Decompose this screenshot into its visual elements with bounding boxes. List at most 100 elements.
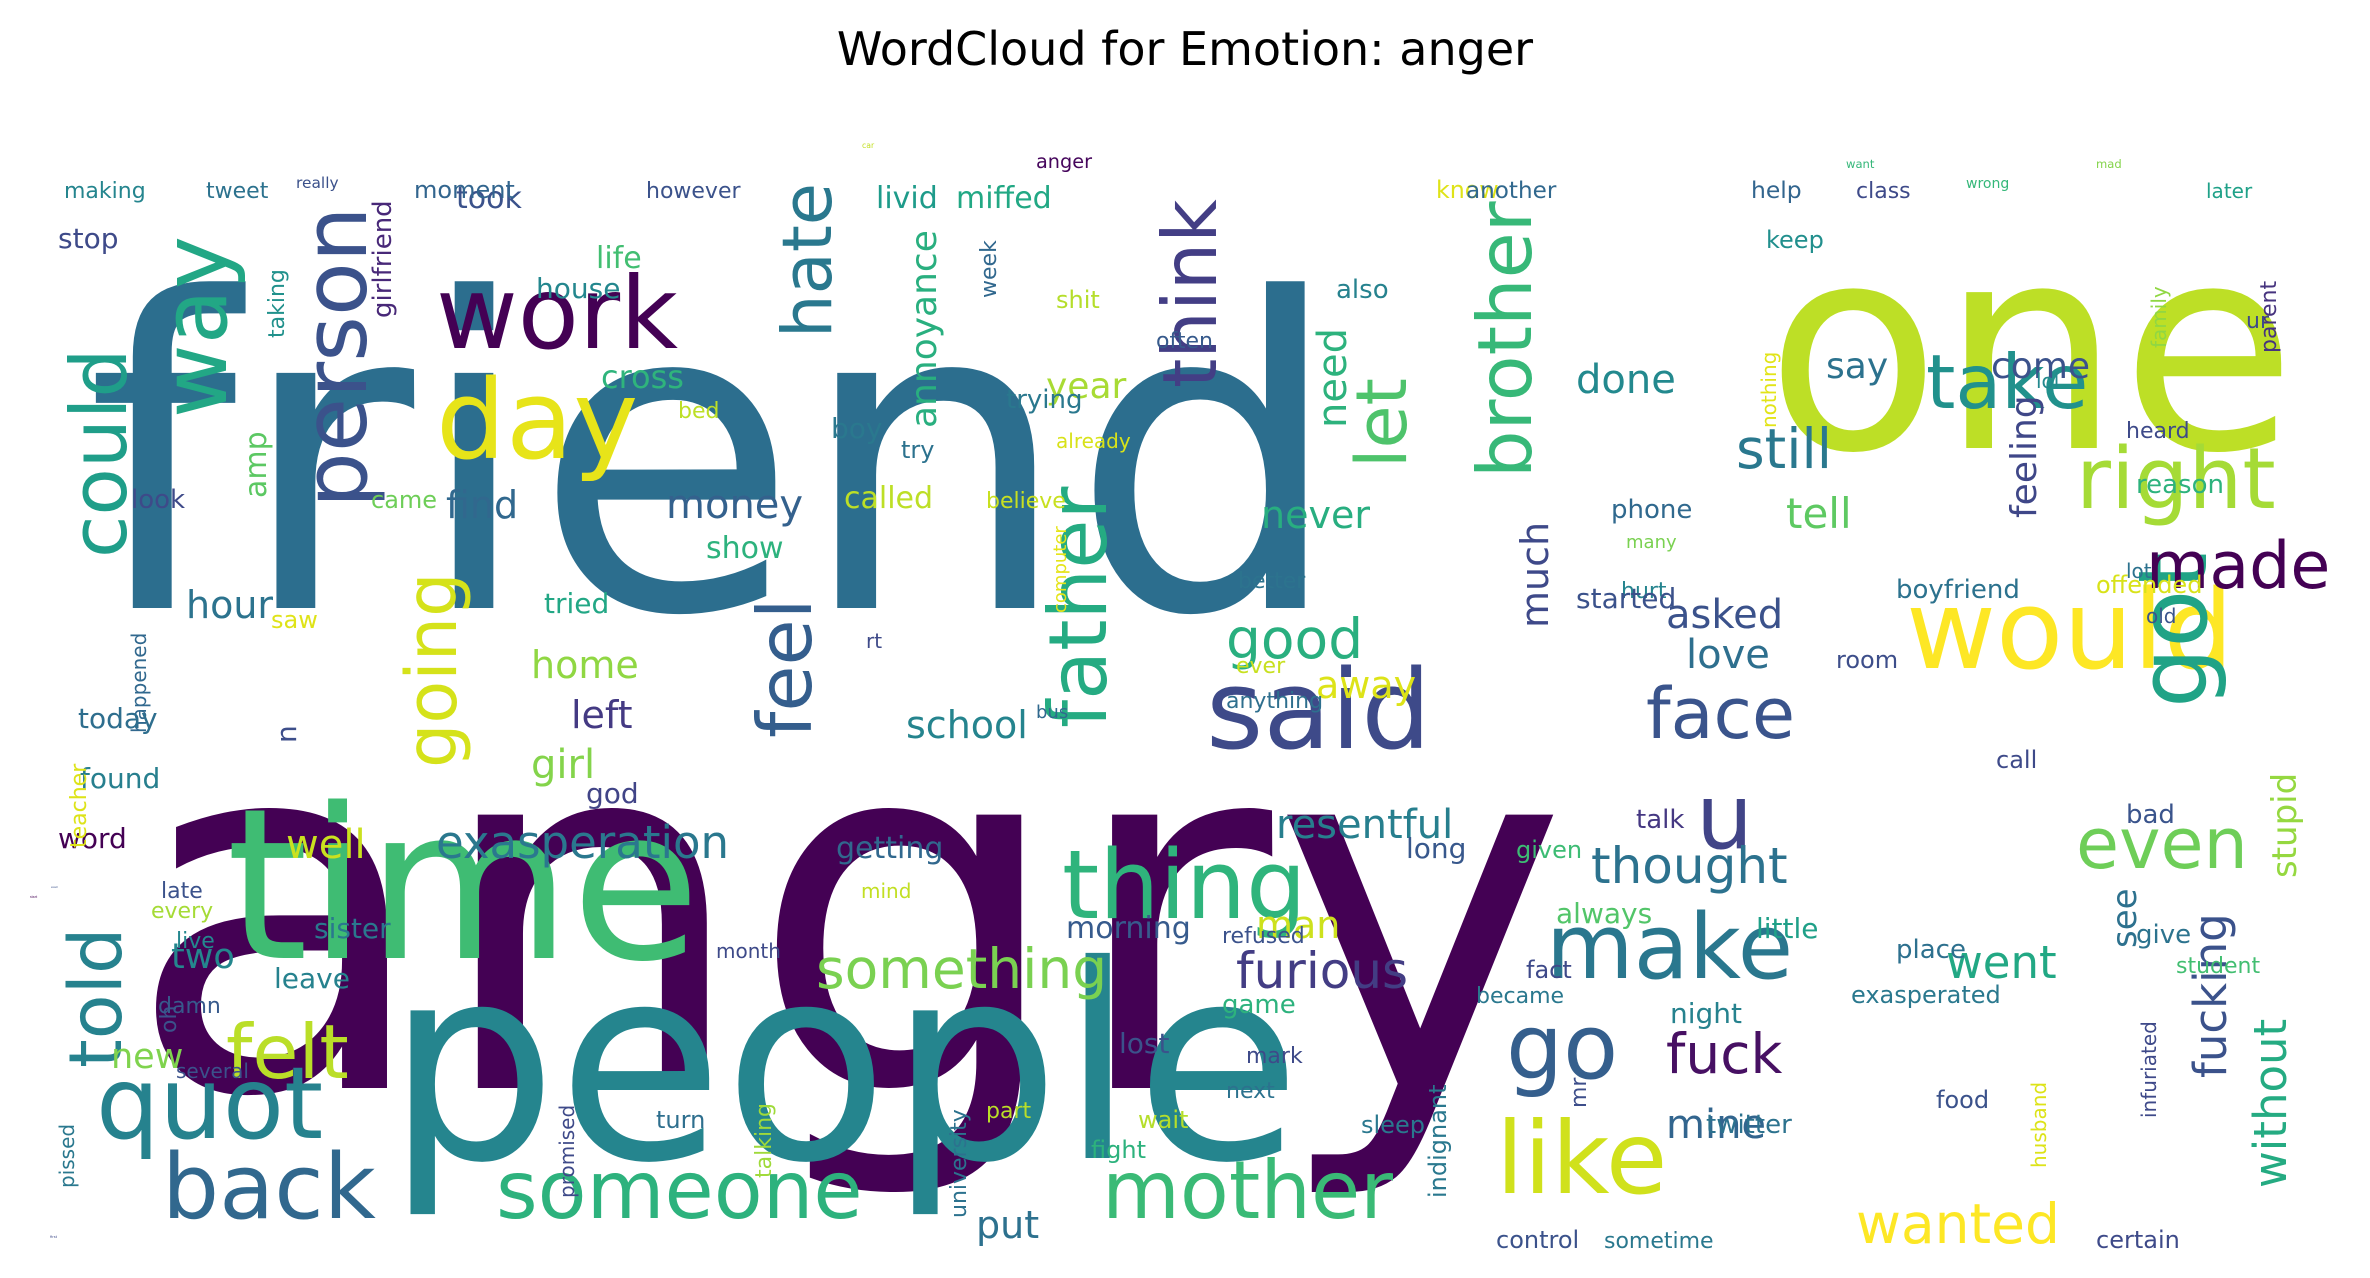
word-student: student <box>2176 954 2260 979</box>
word-girlfriend: girlfriend <box>368 200 398 318</box>
word-family: family <box>2147 286 2171 348</box>
word-called: called <box>844 481 933 516</box>
word-week: week <box>977 240 1002 298</box>
word-heard: heard <box>2126 419 2190 444</box>
word-anger: anger <box>1036 150 1092 173</box>
word-offended: offended <box>2096 571 2202 599</box>
word-house: house <box>536 272 620 305</box>
word-find: find <box>446 483 518 527</box>
word-mine: mine <box>1666 1102 1766 1148</box>
word-left: left <box>571 693 633 737</box>
word-next: next <box>1226 1079 1275 1104</box>
word-tell: tell <box>1786 489 1852 538</box>
word-today: today <box>78 702 158 735</box>
word-talking: talking <box>752 1103 777 1178</box>
word-quot: quot <box>96 1045 323 1162</box>
word-friend: friend <box>86 210 1344 710</box>
word-put: put <box>976 1203 1039 1247</box>
word-two: two <box>171 937 235 977</box>
word-never: never <box>1261 493 1370 537</box>
word-promised: promised <box>555 1105 579 1198</box>
word-give: give <box>2136 920 2191 950</box>
word-took: took <box>456 181 522 216</box>
word-see: see <box>2105 888 2145 948</box>
word-person: person <box>284 206 387 508</box>
word-place: place <box>1896 935 1966 965</box>
word-exam: exam <box>51 886 59 889</box>
word-hate: hate <box>768 183 848 338</box>
word-teacher: teacher <box>67 763 92 848</box>
word-annoyance: annoyance <box>904 230 945 428</box>
word-away: away <box>1316 663 1416 707</box>
chart-title: WordCloud for Emotion: anger <box>836 22 1534 76</box>
word-day: day <box>436 356 638 484</box>
word-mind: mind <box>861 879 911 903</box>
word-started: started <box>1576 582 1676 615</box>
word-making: making <box>64 179 146 204</box>
word-late: late <box>161 879 203 904</box>
word-bus: bus <box>1036 702 1068 723</box>
word-go: go <box>1506 995 1618 1100</box>
word-fact: fact <box>1526 956 1572 984</box>
word-hurt: hurt <box>1621 579 1667 604</box>
word-game: game <box>1222 990 1296 1020</box>
word-could: could <box>55 349 145 559</box>
word-class: class <box>1856 179 1911 204</box>
word-month: month <box>716 939 781 963</box>
word-always: always <box>1556 897 1652 930</box>
word-exasperation: exasperation <box>436 816 729 869</box>
word-ever: ever <box>1236 654 1286 679</box>
word-wanted: wanted <box>1856 1192 2060 1256</box>
word-time: time <box>226 763 700 1008</box>
word-exasperated: exasperated <box>1851 981 2001 1009</box>
word-resentful: resentful <box>1276 802 1453 848</box>
word-first: first <box>50 1235 58 1239</box>
word-like: like <box>1496 1100 1667 1217</box>
word-computer: computer <box>1050 526 1071 613</box>
word-boy: boy <box>831 412 882 445</box>
word-people: people <box>386 907 1301 1222</box>
word-reason: reason <box>2136 470 2224 500</box>
word-nothing: nothing <box>1757 352 1781 428</box>
word-money: money <box>666 482 803 528</box>
word-old: old <box>2146 604 2177 628</box>
word-brother: brother <box>1461 201 1549 478</box>
word-tweet: tweet <box>206 179 269 204</box>
word-given: given <box>1516 836 1582 864</box>
word-think: think <box>1146 199 1234 388</box>
word-cross: cross <box>601 358 684 396</box>
word-rt: rt <box>866 629 882 653</box>
word-tried: tried <box>544 587 609 620</box>
word-taking: taking <box>265 269 290 338</box>
word-mr: mr <box>1567 1077 1592 1108</box>
word-face: face <box>1646 673 1795 755</box>
word-told: told <box>54 928 139 1068</box>
word-car: car <box>862 141 875 150</box>
word-damn: damn <box>158 994 221 1019</box>
word-shit: shit <box>1056 286 1100 314</box>
word-back: back <box>162 1135 376 1240</box>
word-right: right <box>2076 430 2276 529</box>
word-better: better <box>1238 569 1306 594</box>
word-ur: ur <box>2246 309 2270 334</box>
word-parent: parent <box>2257 281 2282 353</box>
word-another: another <box>1466 178 1557 204</box>
word-help: help <box>1751 176 1802 204</box>
word-wrong: wrong <box>1966 176 2009 192</box>
word-word: word <box>58 822 127 855</box>
word-live: live <box>176 929 215 954</box>
word-lol: lol <box>2036 369 2059 393</box>
word-got: got <box>2119 552 2229 708</box>
word-livid: livid <box>876 181 938 216</box>
word-anything: anything <box>1226 689 1323 714</box>
word-room: room <box>1836 646 1898 674</box>
word-turn: turn <box>656 1106 705 1134</box>
word-bed: bed <box>678 399 719 424</box>
word-went: went <box>1946 936 2057 989</box>
word-need: need <box>1310 328 1356 428</box>
word-take: take <box>1926 338 2088 426</box>
word-someone: someone <box>496 1144 863 1237</box>
word-morning: morning <box>1066 911 1191 946</box>
word-several: several <box>176 1059 249 1083</box>
word-mark: mark <box>1246 1044 1303 1069</box>
